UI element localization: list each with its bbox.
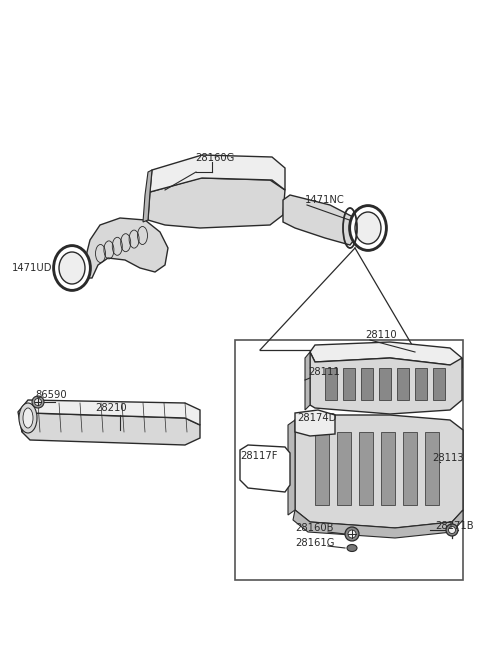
Ellipse shape	[347, 544, 357, 552]
Polygon shape	[293, 510, 463, 538]
Polygon shape	[295, 410, 335, 436]
Polygon shape	[283, 195, 358, 245]
Text: 28174D: 28174D	[297, 413, 336, 423]
Text: 28160G: 28160G	[195, 153, 234, 163]
Polygon shape	[82, 218, 168, 278]
Polygon shape	[403, 432, 417, 505]
Text: 28160B: 28160B	[295, 523, 334, 533]
Polygon shape	[425, 432, 439, 505]
Bar	[235, 340, 463, 580]
Text: 28110: 28110	[365, 330, 396, 340]
Polygon shape	[381, 432, 395, 505]
Text: 28171B: 28171B	[435, 521, 474, 531]
Polygon shape	[18, 400, 200, 432]
Polygon shape	[315, 432, 329, 505]
Polygon shape	[305, 352, 310, 410]
Text: 1471UD: 1471UD	[12, 263, 52, 273]
Polygon shape	[148, 178, 285, 228]
Ellipse shape	[19, 403, 37, 433]
Ellipse shape	[23, 408, 33, 428]
Polygon shape	[359, 432, 373, 505]
Ellipse shape	[345, 527, 359, 541]
Text: 28117F: 28117F	[240, 451, 277, 461]
Ellipse shape	[448, 527, 456, 534]
Text: 28210: 28210	[95, 403, 127, 413]
Polygon shape	[337, 432, 351, 505]
Polygon shape	[143, 170, 152, 222]
Polygon shape	[240, 445, 290, 492]
Text: 28113: 28113	[432, 453, 464, 463]
Text: 28161G: 28161G	[295, 538, 335, 548]
Polygon shape	[325, 368, 337, 400]
Ellipse shape	[32, 396, 44, 408]
Polygon shape	[379, 368, 391, 400]
Polygon shape	[310, 342, 462, 368]
Ellipse shape	[349, 205, 387, 251]
Ellipse shape	[355, 212, 381, 244]
Polygon shape	[361, 368, 373, 400]
Ellipse shape	[35, 398, 41, 405]
Polygon shape	[310, 352, 462, 414]
Polygon shape	[20, 413, 200, 445]
Polygon shape	[295, 415, 463, 528]
Polygon shape	[433, 368, 445, 400]
Polygon shape	[288, 420, 295, 515]
Polygon shape	[343, 368, 355, 400]
Ellipse shape	[446, 524, 458, 536]
Ellipse shape	[59, 252, 85, 284]
Ellipse shape	[348, 530, 356, 538]
Polygon shape	[397, 368, 409, 400]
Polygon shape	[415, 368, 427, 400]
Text: 1471NC: 1471NC	[305, 195, 345, 205]
Polygon shape	[150, 155, 285, 192]
Text: 28111: 28111	[308, 367, 340, 377]
Ellipse shape	[53, 245, 91, 291]
Text: 86590: 86590	[35, 390, 67, 400]
